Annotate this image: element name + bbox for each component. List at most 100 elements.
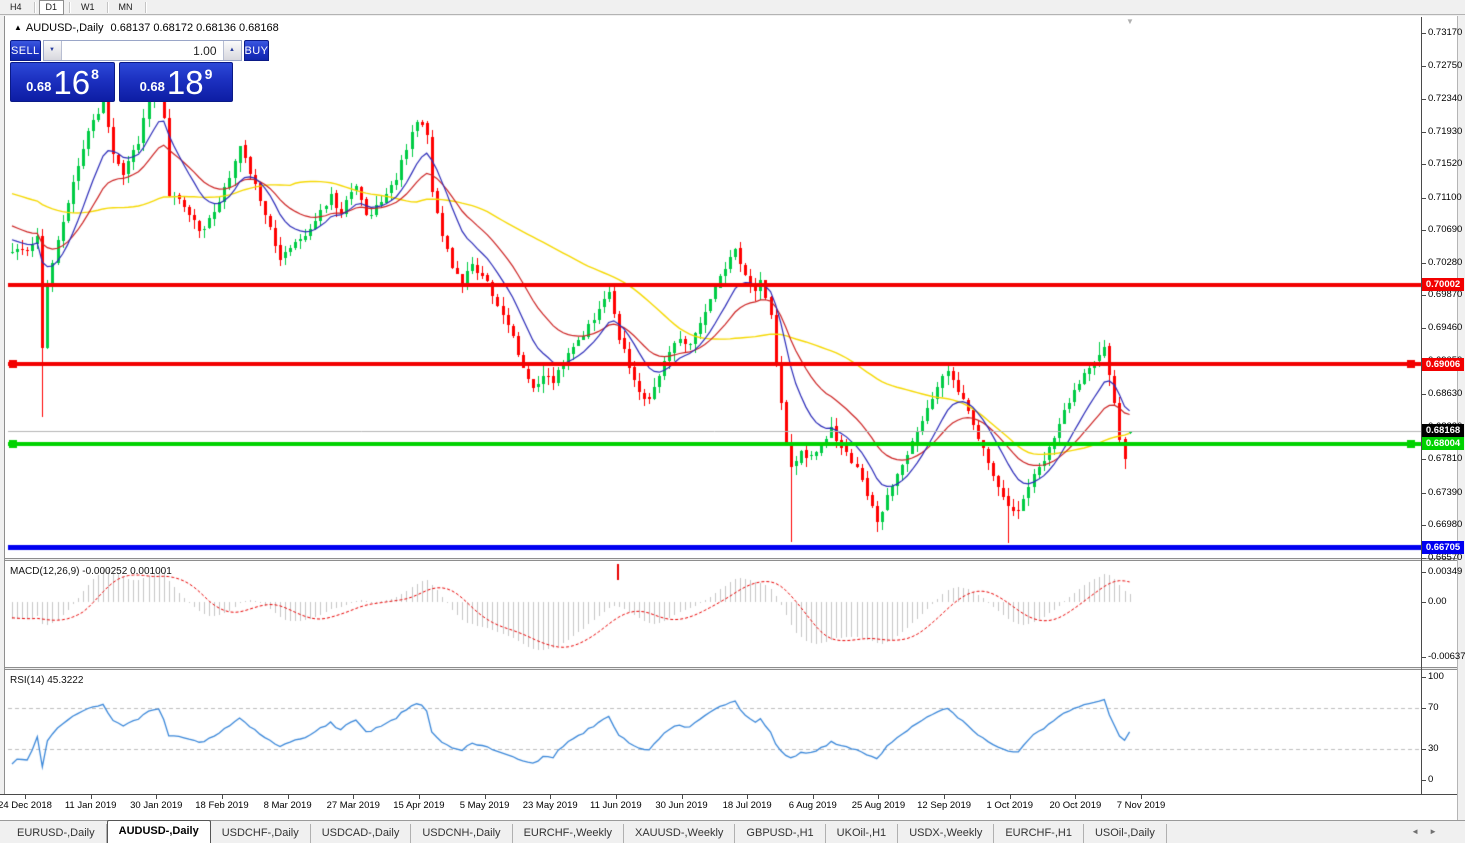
date-axis-tick <box>1009 795 1011 799</box>
tab-scroll-right-icon[interactable]: ► <box>1429 827 1447 836</box>
tab-scroll-left-icon[interactable]: ◄ <box>1411 827 1430 836</box>
chart-tab-usoil-daily[interactable]: USOil-,Daily <box>1084 824 1167 843</box>
timeframe-button-mn[interactable]: MN <box>118 1 133 12</box>
volume-increase-icon[interactable]: ▲ <box>223 41 241 60</box>
pane-splitter-macd[interactable] <box>5 558 1457 561</box>
toolbar-separator <box>33 1 35 13</box>
chart-tab-audusd-daily[interactable]: AUDUSD-,Daily <box>106 820 211 843</box>
sell-price-pips: 16 <box>53 64 91 101</box>
chart-tab-eurchf-weekly[interactable]: EURCHF-,Weekly <box>513 824 624 843</box>
buy-button[interactable]: BUY <box>243 40 270 61</box>
rsi-tick-label: 30 <box>1421 743 1439 755</box>
toolbar-separator <box>106 1 108 13</box>
date-axis-label: 11 Jan 2019 <box>64 800 117 811</box>
chart-symbol-label: AUDUSD-,Daily <box>25 22 104 34</box>
chart-tab-usdcnh-daily[interactable]: USDCNH-,Daily <box>411 824 513 843</box>
timeframe-button-w1[interactable]: W1 <box>81 1 95 12</box>
buy-price-point: 9 <box>204 66 213 82</box>
price-tick-label: 0.72340 <box>1420 93 1463 105</box>
price-tick-label: 0.67390 <box>1420 486 1463 498</box>
price-tick-label: 0.71100 <box>1421 191 1462 203</box>
date-axis-label: 24 Dec 2018 <box>0 800 52 811</box>
price-tick-label: 0.67810 <box>1420 453 1463 465</box>
date-axis-label: 8 Mar 2019 <box>263 800 312 811</box>
sell-price-button[interactable]: 0.68 16 8 <box>10 62 115 102</box>
level-price-badge: 0.70002 <box>1422 278 1464 292</box>
date-axis-tick <box>221 795 223 799</box>
chart-tab-usdchf-daily[interactable]: USDCHF-,Daily <box>211 824 311 843</box>
macd-tick-label: 0.00349 <box>1420 565 1463 577</box>
date-axis-label: 5 May 2019 <box>459 800 510 811</box>
date-axis-label: 18 Feb 2019 <box>195 800 249 811</box>
chart-tab-usdx-weekly[interactable]: USDX-,Weekly <box>898 824 995 843</box>
buy-price-button[interactable]: 0.68 18 9 <box>119 62 233 102</box>
date-axis-tick <box>484 795 486 799</box>
date-axis-tick <box>550 795 552 799</box>
price-tick-label: 0.72750 <box>1420 60 1463 72</box>
window-frame-right <box>1457 16 1458 820</box>
macd-tick-label: 0.00 <box>1421 596 1447 607</box>
sell-price-point: 8 <box>91 66 99 82</box>
chart-tab-xauusd-weekly[interactable]: XAUUSD-,Weekly <box>624 824 736 843</box>
date-axis-label: 20 Oct 2019 <box>1049 800 1102 811</box>
date-axis-tick <box>1141 795 1143 799</box>
date-axis-tick <box>353 795 355 799</box>
chart-ohlc-values: 0.68137 0.68172 0.68136 0.68168 <box>110 22 279 34</box>
date-axis-tick <box>878 795 880 799</box>
chart-tab-gbpusd-h1[interactable]: GBPUSD-,H1 <box>735 824 826 843</box>
chart-title: ▲ AUDUSD-,Daily 0.68137 0.68172 0.68136 0.… <box>14 22 279 34</box>
chart-tab-eurusd-daily[interactable]: EURUSD-,Daily <box>6 824 107 843</box>
macd-indicator-canvas[interactable] <box>0 562 1421 668</box>
date-axis-label: 18 Jul 2019 <box>722 800 772 811</box>
timeframe-toolbar: H4 D1 W1 MN <box>0 0 1465 15</box>
pane-splitter-rsi[interactable] <box>5 667 1457 670</box>
rsi-indicator-canvas[interactable] <box>0 671 1421 794</box>
level-price-badge: 0.69006 <box>1422 357 1464 371</box>
volume-spinner: ▼ ▲ <box>42 40 242 61</box>
timeframe-button-h4[interactable]: H4 <box>10 1 22 12</box>
time-axis-line <box>0 794 1457 795</box>
date-axis-tick <box>944 795 946 799</box>
price-tick-label: 0.70280 <box>1420 256 1463 268</box>
price-tick-label: 0.69870 <box>1420 289 1463 301</box>
date-axis-tick <box>681 795 683 799</box>
collapse-triangle-icon[interactable]: ▲ <box>14 23 22 32</box>
sell-button[interactable]: SELL <box>10 40 41 61</box>
chart-tab-usdcad-daily[interactable]: USDCAD-,Daily <box>311 824 412 843</box>
price-tick-label: 0.71930 <box>1420 125 1463 137</box>
date-axis-tick <box>287 795 289 799</box>
date-axis-tick <box>156 795 158 799</box>
date-axis-tick <box>25 795 26 799</box>
price-chart-canvas[interactable] <box>0 17 1421 559</box>
price-tick-label: 0.69460 <box>1420 322 1463 334</box>
date-axis-label: 12 Sep 2019 <box>917 800 972 811</box>
price-tick-label: 0.66980 <box>1420 519 1463 531</box>
level-price-badge: 0.68004 <box>1422 437 1464 451</box>
rsi-indicator-label: RSI(14) 45.3222 <box>10 675 84 686</box>
timeframe-button-d1[interactable]: D1 <box>38 0 65 15</box>
chart-shift-marker-icon[interactable]: ▼ <box>1126 17 1134 26</box>
price-tick-label: 0.68630 <box>1420 388 1463 400</box>
date-axis-label: 23 May 2019 <box>522 800 578 811</box>
date-axis-tick <box>1075 795 1077 799</box>
date-axis-label: 25 Aug 2019 <box>851 800 906 811</box>
buy-price-pips: 18 <box>166 64 204 101</box>
date-axis-label: 27 Mar 2019 <box>326 800 380 811</box>
volume-input[interactable] <box>60 41 224 60</box>
chart-tab-bar: EURUSD-,Daily AUDUSD-,Daily USDCHF-,Daily U… <box>0 820 1465 843</box>
chart-tab-eurchf-h1[interactable]: EURCHF-,H1 <box>994 824 1084 843</box>
macd-indicator-label: MACD(12,26,9) -0.000252 0.001001 <box>10 566 172 577</box>
date-axis-tick <box>418 795 420 799</box>
chart-tab-ukoil-h1[interactable]: UKOil-,H1 <box>826 824 899 843</box>
date-axis-label: 11 Jun 2019 <box>590 800 642 811</box>
macd-tick-label: -0.00637 <box>1421 650 1465 662</box>
date-axis-label: 6 Aug 2019 <box>788 800 837 811</box>
toolbar-separator <box>144 1 146 13</box>
current-price-badge: 0.68168 <box>1422 424 1464 438</box>
date-axis-tick <box>90 795 92 799</box>
time-axis[interactable]: 24 Dec 2018 11 Jan 2019 30 Jan 2019 18 Feb … <box>0 795 1457 820</box>
rsi-tick-label: 100 <box>1421 671 1444 682</box>
volume-decrease-icon[interactable]: ▼ <box>43 41 61 60</box>
price-tick-label: 0.73170 <box>1420 27 1463 38</box>
